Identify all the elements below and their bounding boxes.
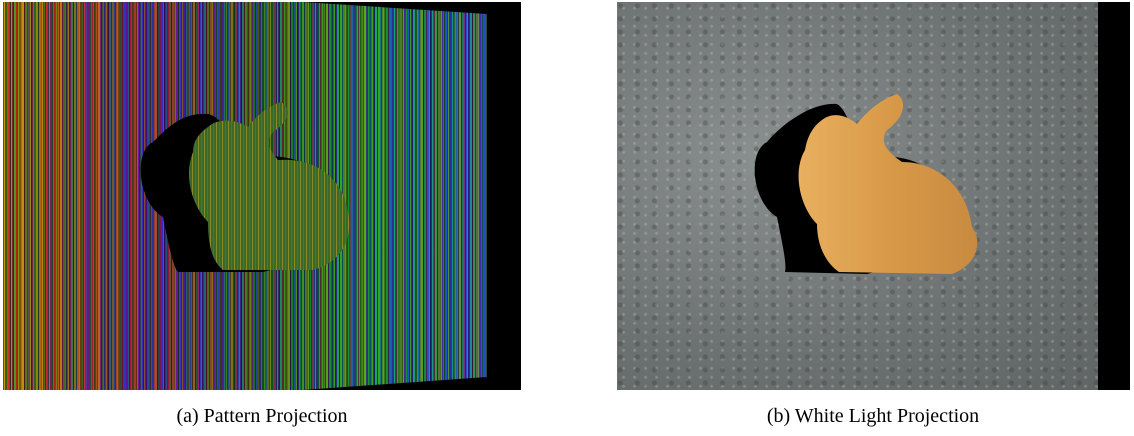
caption: (b) White Light Projection — [673, 405, 1073, 428]
white-light-projection-image — [617, 2, 1130, 390]
caption: (a) Pattern Projection — [62, 405, 462, 428]
bunny — [799, 94, 978, 274]
bunny-scene — [3, 2, 521, 390]
bunny-scene — [617, 2, 1130, 390]
pattern-projection-image — [3, 2, 521, 390]
bunny — [189, 102, 349, 270]
figure: (a) Pattern Projection (b) White Light P… — [0, 0, 1134, 436]
